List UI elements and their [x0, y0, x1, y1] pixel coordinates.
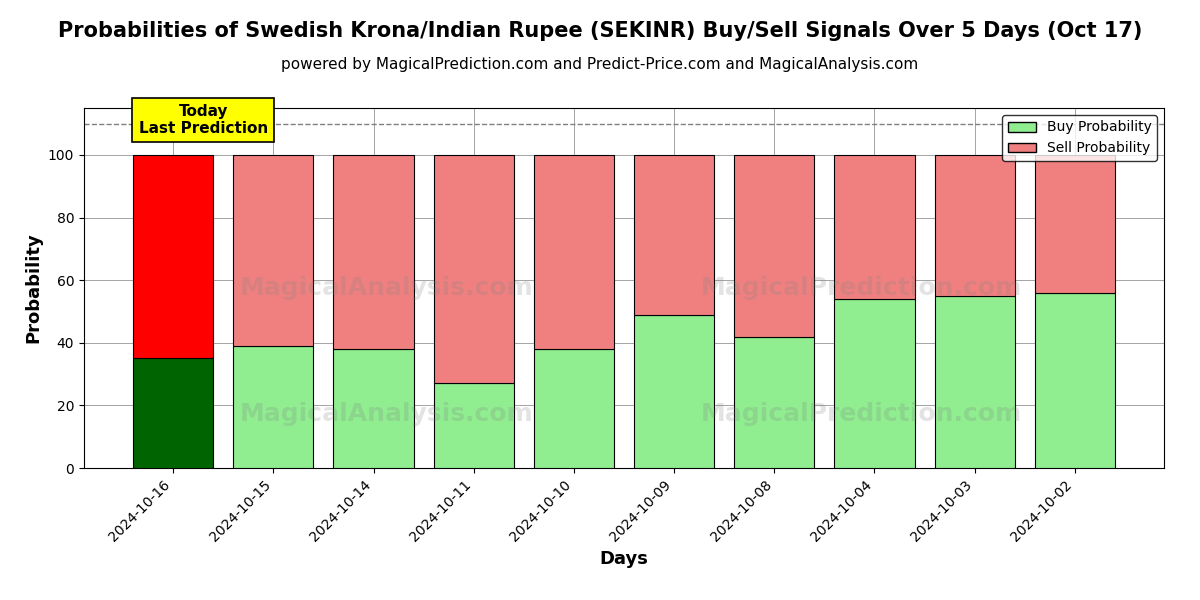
Bar	[734, 155, 815, 337]
Text: Today
Last Prediction: Today Last Prediction	[138, 104, 268, 136]
Bar	[534, 155, 614, 349]
Bar	[233, 155, 313, 346]
Bar	[534, 349, 614, 468]
Text: powered by MagicalPrediction.com and Predict-Price.com and MagicalAnalysis.com: powered by MagicalPrediction.com and Pre…	[281, 57, 919, 72]
Bar	[334, 155, 414, 349]
Bar	[1034, 155, 1115, 293]
Bar	[1034, 293, 1115, 468]
Bar	[834, 299, 914, 468]
Text: MagicalPrediction.com: MagicalPrediction.com	[701, 276, 1022, 300]
Bar	[133, 155, 214, 358]
Bar	[834, 155, 914, 299]
Bar	[634, 314, 714, 468]
Bar	[935, 155, 1015, 296]
Bar	[233, 346, 313, 468]
Y-axis label: Probability: Probability	[24, 233, 42, 343]
Bar	[334, 349, 414, 468]
Text: MagicalPrediction.com: MagicalPrediction.com	[701, 402, 1022, 426]
Bar	[133, 358, 214, 468]
Text: MagicalAnalysis.com: MagicalAnalysis.com	[240, 276, 533, 300]
Bar	[634, 155, 714, 314]
Bar	[433, 383, 514, 468]
Bar	[433, 155, 514, 383]
Legend: Buy Probability, Sell Probability: Buy Probability, Sell Probability	[1002, 115, 1157, 161]
X-axis label: Days: Days	[600, 550, 648, 568]
Bar	[935, 296, 1015, 468]
Bar	[734, 337, 815, 468]
Text: Probabilities of Swedish Krona/Indian Rupee (SEKINR) Buy/Sell Signals Over 5 Day: Probabilities of Swedish Krona/Indian Ru…	[58, 21, 1142, 41]
Text: MagicalAnalysis.com: MagicalAnalysis.com	[240, 402, 533, 426]
